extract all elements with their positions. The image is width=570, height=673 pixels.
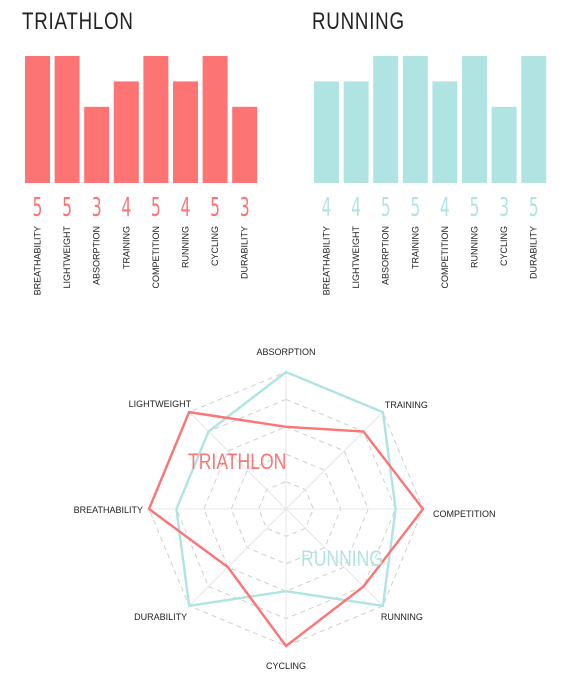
radar-axis-label-cycling: CYCLING [266,661,306,671]
radar-axis-label-breathability: BREATHABILITY [74,505,143,515]
running-title: RUNNING [312,8,405,35]
radar-label-triathlon: TRIATHLON [188,450,286,474]
triathlon-bar-running [173,81,198,183]
running-category-label: LIGHTWEIGHT [351,225,361,288]
radar-spoke [285,508,384,607]
triathlon-bar-training [113,81,139,183]
running-bar-breathability [314,81,339,183]
radar-ring [203,426,369,592]
running-value-label: 5 [410,193,420,223]
running-value-label: 4 [322,193,332,223]
running-category-label: RUNNING [470,226,480,268]
running-bar-running [462,56,487,183]
triathlon-title: TRIATHLON [22,8,134,35]
triathlon-value-label: 3 [240,193,250,223]
triathlon-category-label: BREATHABILITY [33,226,43,295]
triathlon-bar-absorption [84,106,110,183]
running-value-label: 4 [440,193,450,223]
triathlon-category-label: LIGHTWEIGHT [62,225,72,288]
radar-spoke [285,411,384,510]
triathlon-value-label: 4 [181,193,191,223]
triathlon-category-label: COMPETITION [151,226,161,289]
radar-axis-label-absorption: ABSORPTION [256,347,315,357]
triathlon-value-label: 5 [33,193,43,223]
running-value-label: 5 [529,193,539,223]
radar-series-running [175,370,397,608]
running-bar-durability [521,56,547,183]
triathlon-bar-breathability [25,56,50,183]
radar-ring [230,453,342,565]
running-category-label: CYCLING [499,226,509,266]
triathlon-category-label: TRAINING [121,226,131,269]
running-category-label: DURABILITY [529,226,539,279]
radar-spoke [188,508,287,607]
running-value-label: 3 [499,193,509,223]
running-category-label: COMPETITION [440,226,450,289]
triathlon-category-label: CYCLING [210,226,220,266]
triathlon-bar-cycling [202,56,228,183]
radar-axis-label-lightweight: LIGHTWEIGHT [129,399,192,409]
running-bar-cycling [491,106,517,183]
triathlon-value-label: 3 [92,193,102,223]
triathlon-category-label: ABSORPTION [92,226,102,285]
running-bar-lightweight [343,81,369,183]
running-category-label: BREATHABILITY [322,226,332,295]
running-bar-absorption [373,56,399,183]
running-category-label: ABSORPTION [381,226,391,285]
radar-axis-label-training: TRAINING [385,400,428,410]
running-bar-training [402,56,428,183]
radar-ring [148,371,424,647]
triathlon-bar-lightweight [54,56,80,183]
triathlon-value-label: 5 [210,193,220,223]
radar-series-triathlon [147,410,425,648]
running-value-label: 5 [470,193,480,223]
radar-axis-label-durability: DURABILITY [134,612,187,622]
triathlon-category-label: DURABILITY [240,226,250,279]
radar-axis-label-running: RUNNING [381,612,423,622]
triathlon-value-label: 5 [151,193,161,223]
running-category-label: TRAINING [410,226,420,269]
triathlon-value-label: 5 [62,193,72,223]
triathlon-value-label: 4 [121,193,131,223]
triathlon-bar-durability [232,106,258,183]
running-bar-competition [432,81,458,183]
triathlon-category-label: RUNNING [181,226,191,268]
running-value-label: 4 [351,193,361,223]
radar-grid [148,371,424,647]
running-value-label: 5 [381,193,391,223]
radar-spoke [188,411,287,510]
triathlon-bar-competition [143,56,169,183]
radar-axis-label-competition: COMPETITION [433,509,496,519]
radar-label-running: RUNNING [301,547,383,571]
